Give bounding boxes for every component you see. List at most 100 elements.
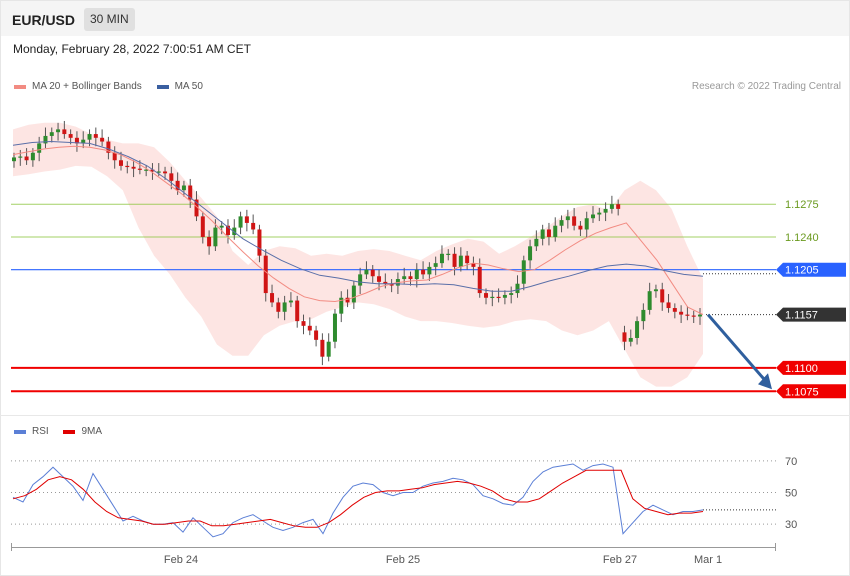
candle (622, 325, 627, 351)
candle-body (314, 330, 319, 340)
support-price-tag (776, 360, 846, 375)
rsi-tick-label: 50 (785, 488, 797, 500)
level-label: 1.1240 (785, 232, 819, 244)
candle (578, 221, 583, 237)
candle-body (288, 300, 293, 303)
candle (502, 290, 507, 305)
projection-arrowhead (758, 373, 772, 390)
candle-body (118, 160, 123, 166)
candle (81, 131, 86, 149)
candle (106, 136, 111, 160)
candle-body (194, 199, 199, 217)
candle (364, 261, 369, 280)
candle (528, 239, 533, 269)
candle (565, 209, 570, 229)
candle-body (282, 302, 287, 312)
candle (74, 131, 79, 152)
candle-body (660, 289, 665, 303)
candle (207, 230, 212, 255)
candle (295, 295, 300, 328)
candle-body (389, 283, 394, 286)
candle-body (43, 135, 48, 144)
legend-item-ma50: MA 50 (156, 81, 203, 92)
candle-body (213, 227, 218, 247)
candle (698, 308, 702, 325)
candle (150, 163, 155, 180)
candle (414, 263, 419, 288)
candle (100, 129, 105, 147)
candle (200, 211, 205, 244)
candle-body (301, 321, 306, 326)
candle-body (181, 185, 186, 191)
candle-body (603, 208, 608, 213)
candle (24, 148, 29, 165)
candle (534, 230, 539, 251)
ma20-line (12, 145, 704, 316)
candle-body (62, 129, 67, 135)
candle-body (691, 315, 696, 317)
chart-header: EUR/USD 30 MIN (1, 1, 849, 36)
rsi-line (12, 463, 704, 538)
candle-body (144, 169, 149, 171)
legend-label: RSI (32, 426, 49, 437)
candle-body (653, 289, 658, 292)
candle-body (565, 216, 570, 221)
candle (515, 275, 520, 298)
candle-body (150, 169, 155, 172)
currency-pair-title: EUR/USD (12, 12, 76, 28)
candle-body (93, 134, 98, 138)
candle (326, 333, 331, 362)
candle (307, 317, 312, 336)
main-legend: MA 20 + Bollinger Bands MA 50 (14, 81, 203, 92)
candle-body (540, 229, 545, 239)
rsi-9ma-line (12, 469, 704, 528)
candle (616, 199, 621, 216)
candle-body (698, 314, 702, 317)
candle-body (225, 225, 230, 236)
candle (509, 286, 514, 304)
candle (660, 282, 665, 311)
candle (540, 224, 545, 246)
candle-body (427, 266, 432, 275)
level-label: 1.1100 (785, 363, 818, 375)
x-tick-label: Mar 1 (694, 554, 722, 566)
candle (421, 261, 426, 280)
candle-body (257, 229, 262, 256)
candle (685, 306, 690, 321)
candle-body (18, 156, 23, 158)
candle-body (345, 297, 350, 303)
candle (408, 271, 413, 286)
legend-swatch (14, 429, 26, 434)
candle (181, 180, 186, 197)
candle-body (421, 269, 426, 275)
candle-body (238, 216, 243, 228)
support-price-tag (776, 384, 846, 399)
candle (653, 284, 658, 298)
candle (43, 127, 48, 149)
candle-body (484, 293, 489, 298)
candle-body (56, 129, 61, 133)
candle-body (100, 137, 105, 142)
candle-body (635, 321, 640, 338)
x-tick-label: Feb 24 (164, 554, 198, 566)
candle-body (465, 255, 470, 264)
candle (18, 149, 23, 166)
candle-body (251, 222, 256, 230)
level-label: 1.1205 (785, 265, 819, 277)
timeframe-badge[interactable]: 30 MIN (84, 8, 135, 31)
candle-body (685, 314, 690, 316)
rsi-tick-label: 30 (785, 519, 797, 531)
candle-body (641, 309, 646, 322)
candle (452, 247, 457, 276)
candle-body (679, 311, 684, 315)
legend-item-ma20: MA 20 + Bollinger Bands (14, 81, 142, 92)
candle (345, 289, 350, 308)
candle (270, 284, 275, 308)
candle (597, 207, 602, 222)
level-label: 1.1075 (785, 386, 819, 398)
candle-body (207, 236, 212, 247)
candle-body (295, 300, 300, 322)
candle (603, 202, 608, 222)
x-tick-label: Feb 25 (386, 554, 420, 566)
level-label: 1.1275 (785, 199, 819, 211)
